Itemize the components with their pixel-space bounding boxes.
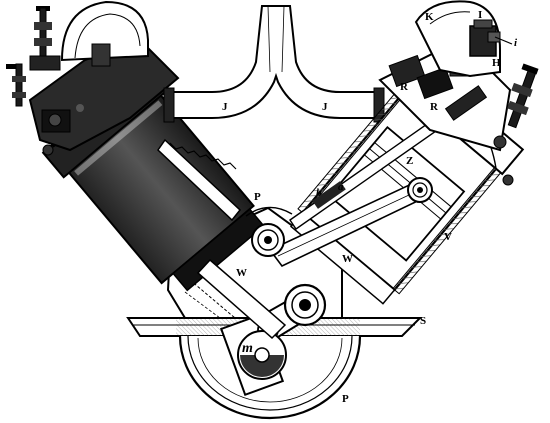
right-spark-plug — [507, 63, 539, 129]
left-spark-plug — [6, 63, 26, 107]
label-R-upper: R — [400, 81, 409, 93]
gudgeon-pin — [407, 177, 433, 203]
label-b: b — [316, 187, 322, 199]
exhaust-manifold — [163, 5, 385, 123]
label-i: i — [514, 37, 518, 49]
label-W-right: W — [342, 253, 353, 265]
label-m: m — [242, 341, 253, 356]
label-a: a — [338, 181, 344, 193]
left-inlet-dome — [60, 0, 149, 67]
left-big-end-rod — [196, 258, 287, 340]
label-W-left: W — [236, 267, 247, 279]
left-connecting-rod — [157, 138, 242, 222]
label-J-right: J — [322, 101, 328, 113]
label-V: V — [444, 231, 452, 243]
label-S: S — [420, 315, 426, 327]
main-shaft — [237, 330, 287, 380]
label-P-top: P — [254, 191, 261, 203]
label-K: K — [425, 11, 434, 23]
left-valve-stem — [29, 6, 61, 71]
labels: K I i H R R J J Z b a P W W V S m P — [222, 9, 518, 405]
label-J-left: J — [222, 101, 228, 113]
label-I: I — [478, 9, 482, 21]
label-H: H — [492, 57, 501, 69]
label-R-lower: R — [430, 101, 439, 113]
cam-gear — [245, 206, 293, 257]
label-Z: Z — [406, 155, 413, 167]
label-P-bottom: P — [342, 393, 349, 405]
carburettor — [469, 19, 513, 57]
